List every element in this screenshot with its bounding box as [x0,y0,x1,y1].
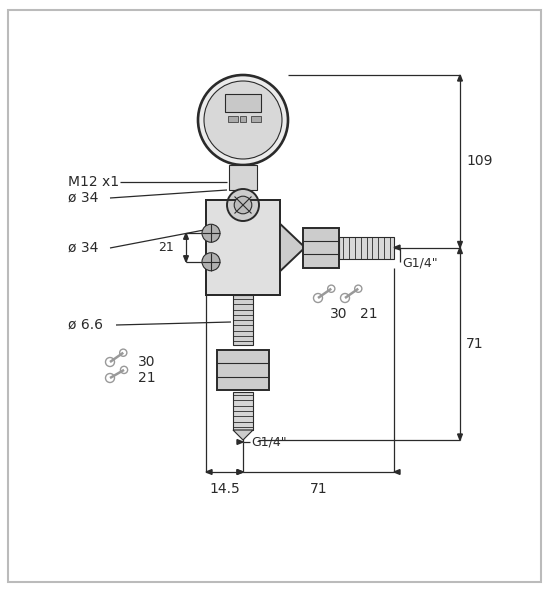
Text: 21: 21 [158,241,174,254]
Polygon shape [237,440,243,444]
Text: 21: 21 [360,307,378,321]
Polygon shape [206,470,212,474]
Circle shape [202,253,220,271]
Polygon shape [458,247,462,254]
Circle shape [234,196,252,214]
Text: ø 34: ø 34 [68,191,98,205]
Polygon shape [237,470,243,474]
Text: 109: 109 [466,154,492,168]
Polygon shape [458,241,462,247]
Text: G1/4": G1/4" [402,257,438,270]
Polygon shape [183,233,188,240]
Text: 30: 30 [138,355,155,369]
Polygon shape [237,470,243,474]
Polygon shape [280,224,305,271]
Circle shape [204,81,282,159]
Circle shape [202,224,220,242]
Polygon shape [233,430,253,440]
Polygon shape [183,255,188,262]
Polygon shape [394,245,400,250]
Text: 21: 21 [138,371,155,385]
Bar [206,200,280,295]
Text: M12 x1: M12 x1 [68,175,119,189]
Bar [225,94,261,112]
Bar [339,237,394,258]
Text: 71: 71 [310,482,327,496]
Polygon shape [394,470,400,474]
Text: ø 34: ø 34 [68,241,98,255]
Bar [229,165,257,190]
Bar [233,392,253,430]
Bar [251,116,261,122]
Text: ø 6.6: ø 6.6 [68,318,103,332]
Bar [217,350,269,390]
Bar [240,116,246,122]
Bar [233,295,253,345]
Polygon shape [458,75,462,81]
Text: 71: 71 [466,337,484,350]
Circle shape [198,75,288,165]
Bar [303,228,339,267]
Text: 14.5: 14.5 [209,482,240,496]
Text: G1/4": G1/4" [251,435,287,448]
Text: 30: 30 [330,307,348,321]
Circle shape [227,189,259,221]
Polygon shape [458,434,462,440]
Bar [228,116,238,122]
Bar [206,200,280,295]
